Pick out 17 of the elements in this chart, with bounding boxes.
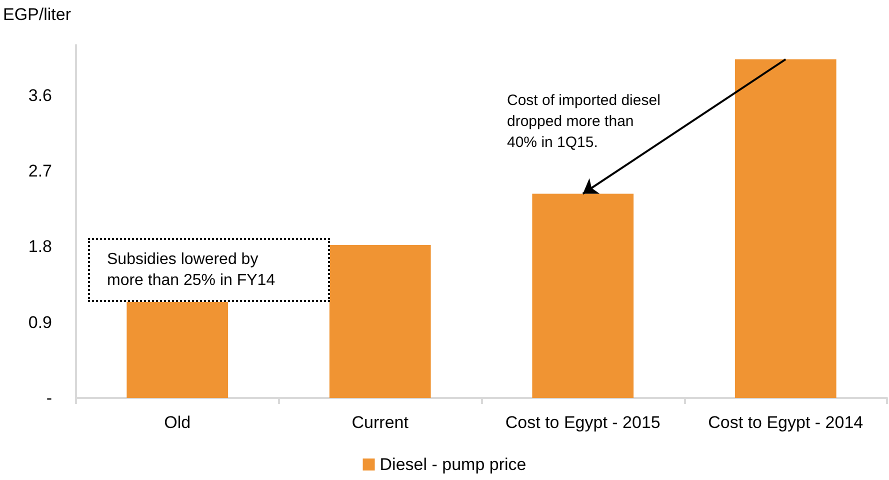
x-tick-label: Old [164, 413, 191, 432]
bar [126, 301, 228, 398]
y-tick-label: - [46, 388, 52, 408]
y-axis-title: EGP/liter [3, 5, 72, 24]
bar [329, 245, 431, 398]
y-tick-label: 1.8 [28, 237, 52, 256]
y-tick-label: 0.9 [28, 312, 52, 332]
y-tick-label: 2.7 [28, 162, 52, 181]
callout-box: Subsidies lowered by more than 25% in FY14 [88, 238, 330, 302]
x-tick-label: Cost to Egypt - 2014 [708, 413, 864, 432]
x-tick-label: Cost to Egypt - 2015 [505, 413, 660, 432]
legend-label: Diesel - pump price [380, 455, 526, 474]
bar [734, 59, 836, 398]
y-tick-label: 3.6 [28, 86, 52, 105]
annotation: Cost of imported diesel dropped more than 40% in 1Q15. [507, 92, 660, 151]
bar [532, 194, 634, 398]
x-tick-label: Current [352, 413, 409, 432]
